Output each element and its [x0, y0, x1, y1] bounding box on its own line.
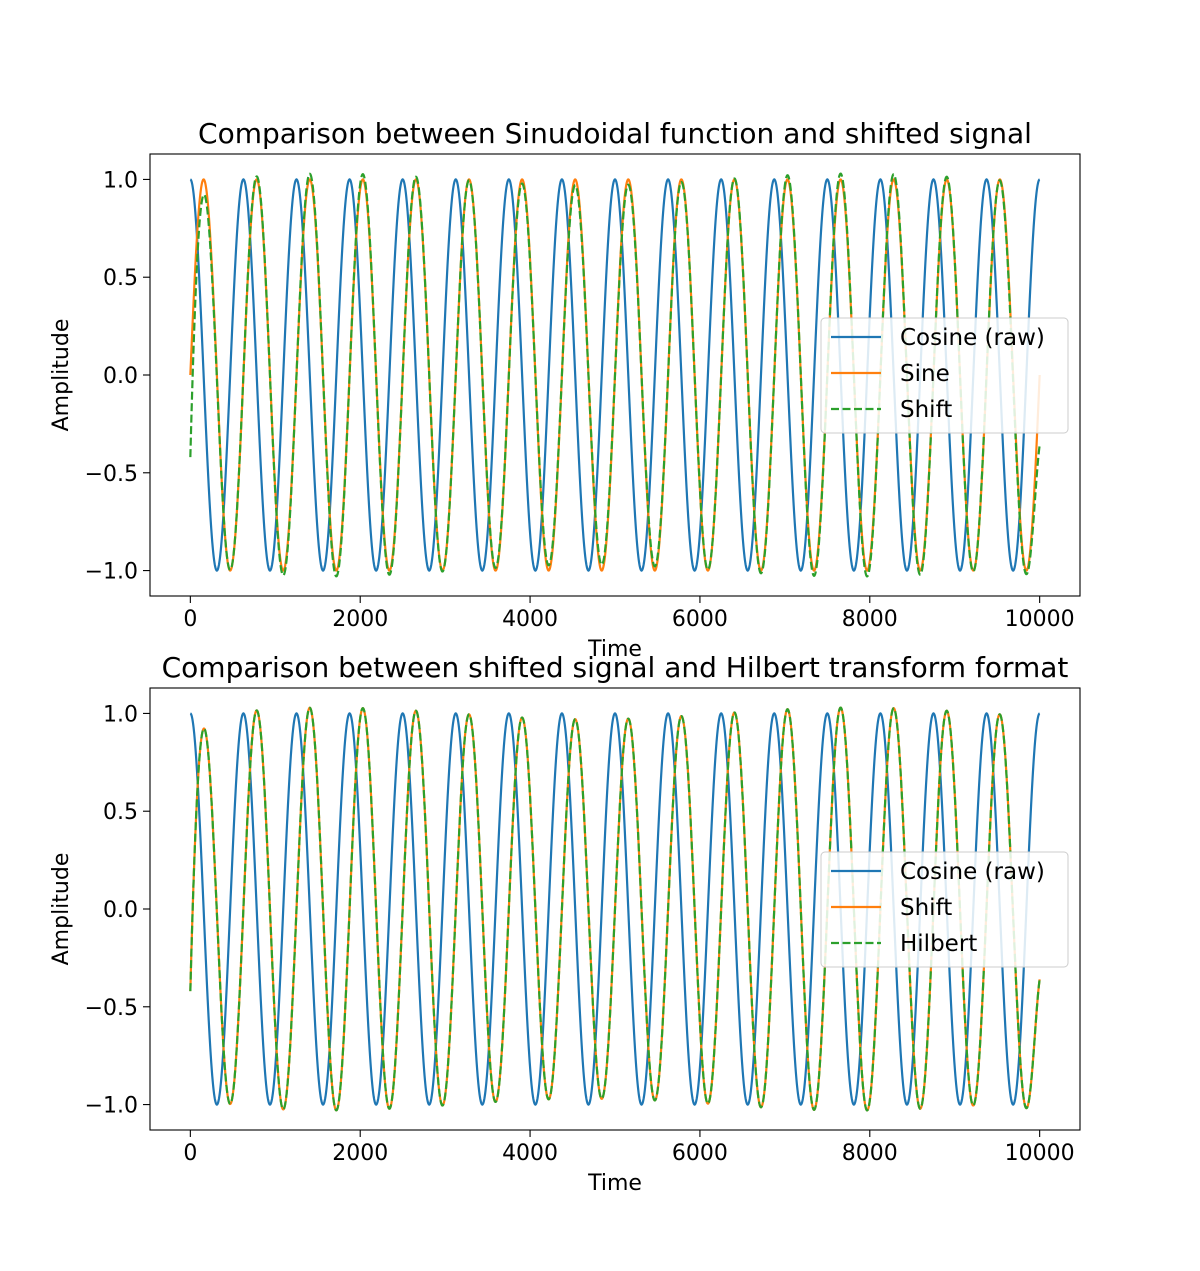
y-tick-label: 0.5: [103, 266, 138, 291]
series-line-hilbert: [189, 706, 1041, 1112]
x-axis-label: Time: [587, 1171, 642, 1196]
x-tick-label: 6000: [672, 607, 728, 632]
x-tick-label: 2000: [332, 1141, 388, 1166]
chart-title: Comparison between Sinudoidal function a…: [198, 117, 1032, 150]
y-tick-label: 1.0: [103, 702, 138, 727]
series-line-shift: [189, 172, 1041, 578]
x-tick-label: 2000: [332, 607, 388, 632]
series-line-cosine-raw: [189, 178, 1041, 572]
y-tick-label: −1.0: [85, 1094, 138, 1119]
legend: Cosine (raw) Sine Shift: [820, 317, 1069, 434]
series-line-cosine-raw: [189, 712, 1041, 1106]
y-tick-label: 0.0: [103, 898, 138, 923]
legend-box: [820, 317, 1069, 434]
plot-area: [189, 706, 1041, 1112]
x-tick-label: 4000: [502, 1141, 558, 1166]
y-axis-label: Amplitude: [49, 319, 74, 432]
y-tick-label: 0.0: [103, 364, 138, 389]
y-tick-label: −0.5: [85, 462, 138, 487]
legend-box: [820, 851, 1069, 968]
chart-panel-2: 0 2000 4000 6000 8000 10000 −1.0 −0.5 0.0 0.5 1.0 C…: [49, 651, 1081, 1196]
legend: Cosine (raw) Shift Hilbert: [820, 851, 1069, 968]
y-tick-label: 1.0: [103, 168, 138, 193]
y-axis-label: Amplitude: [49, 853, 74, 966]
x-tick-label: 8000: [842, 1141, 898, 1166]
legend-entry: Cosine (raw): [900, 325, 1045, 351]
y-tick-label: 0.5: [103, 800, 138, 825]
y-tick-label: −1.0: [85, 560, 138, 585]
x-tick-label: 10000: [1005, 1141, 1075, 1166]
chart-panel-1: 0 2000 4000 6000 8000 10000 −1.0 −0.5 0.0 0.5 1.0 C…: [49, 117, 1081, 662]
x-tick-label: 10000: [1005, 607, 1075, 632]
x-axis-label: Time: [587, 637, 642, 662]
chart-title: Comparison between shifted signal and Hi…: [162, 651, 1069, 684]
legend-entry: Cosine (raw): [900, 859, 1045, 885]
y-tick-label: −0.5: [85, 996, 138, 1021]
legend-entry: Hilbert: [900, 931, 977, 957]
legend-entry: Shift: [900, 895, 952, 921]
plot-area: [189, 172, 1041, 578]
x-tick-label: 6000: [672, 1141, 728, 1166]
legend-entry: Sine: [900, 361, 950, 387]
legend-entry: Shift: [900, 397, 952, 423]
x-tick-label: 4000: [502, 607, 558, 632]
x-tick-label: 0: [183, 1141, 197, 1166]
x-tick-label: 0: [183, 607, 197, 632]
x-tick-label: 8000: [842, 607, 898, 632]
